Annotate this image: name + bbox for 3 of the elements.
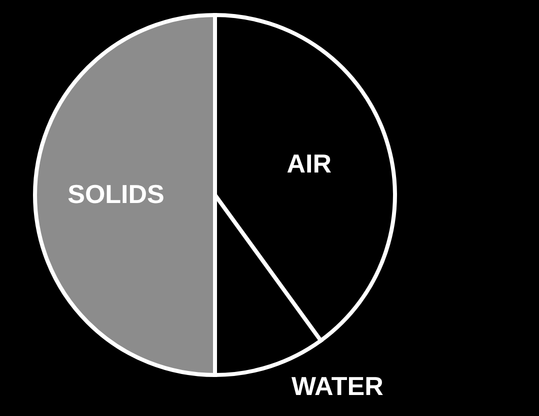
slice-label: WATER (291, 371, 384, 402)
slice-label: SOLIDS (68, 179, 164, 209)
slice-label: AIR (286, 148, 332, 178)
